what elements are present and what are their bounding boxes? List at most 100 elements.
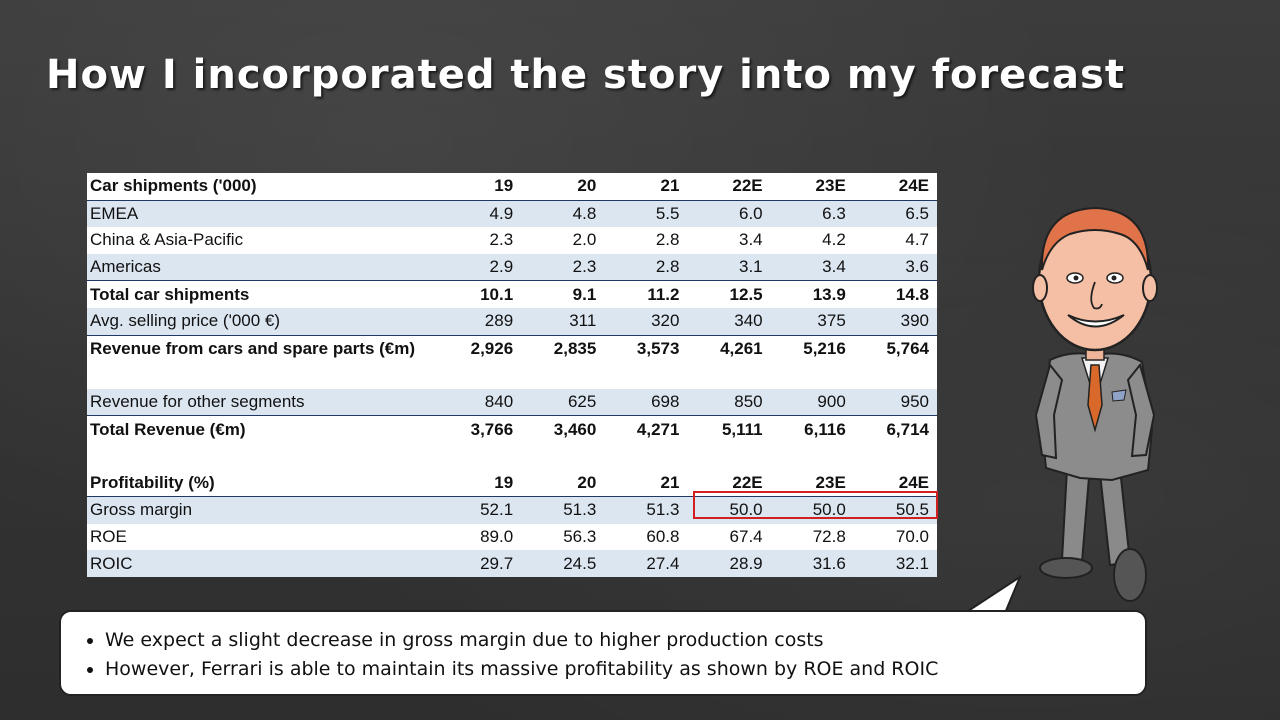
callout-pointer: [961, 575, 1022, 615]
cell: 11.2: [604, 280, 688, 308]
cell: 2.8: [604, 253, 688, 282]
row-label: ROE: [87, 523, 438, 551]
cell: 5.5: [604, 200, 688, 228]
cell: 31.6: [770, 550, 854, 577]
callout-bullet-list: We expect a slight decrease in gross mar…: [61, 626, 1145, 684]
cell: 51.3: [604, 496, 688, 524]
cell: 12.5: [687, 280, 771, 308]
table-spacer-row: [87, 362, 937, 389]
cell: 56.3: [521, 523, 605, 551]
cell: 28.9: [687, 550, 771, 577]
cell: 70.0: [853, 523, 937, 551]
table-row: Revenue for other segments 840 625 698 8…: [87, 388, 937, 417]
cell: 14.8: [853, 280, 937, 308]
header-year: 23E: [770, 173, 854, 201]
cell: 840: [438, 388, 522, 417]
table-spacer-row: [87, 442, 937, 470]
cell: 6.0: [687, 200, 771, 228]
cell: 850: [687, 388, 771, 417]
row-label: Total Revenue (€m): [87, 415, 438, 443]
cell: 625: [521, 388, 605, 417]
cell: 311: [521, 307, 605, 336]
cell: 50.5: [853, 496, 937, 524]
cell: 51.3: [521, 496, 605, 524]
cell: 4.2: [770, 227, 854, 254]
cell: 3,460: [521, 415, 605, 443]
cell: 950: [853, 388, 937, 417]
header-year: 19: [438, 173, 522, 201]
header-year: 24E: [853, 173, 937, 201]
cell: 390: [853, 307, 937, 336]
cell: 2.3: [521, 253, 605, 282]
table-row: EMEA 4.9 4.8 5.5 6.0 6.3 6.5: [87, 200, 937, 228]
cell: 4.7: [853, 227, 937, 254]
cell: 5,764: [853, 335, 937, 363]
cell: 32.1: [853, 550, 937, 577]
cell: 60.8: [604, 523, 688, 551]
cell: 375: [770, 307, 854, 336]
row-label: Gross margin: [87, 496, 438, 524]
cell: 2.3: [438, 227, 522, 254]
row-label: Total car shipments: [87, 280, 438, 308]
cell: 900: [770, 388, 854, 417]
cell: 340: [687, 307, 771, 336]
cell: 2,835: [521, 335, 605, 363]
forecast-table: Car shipments ('000) 19 20 21 22E 23E 24…: [87, 173, 937, 577]
cell: 27.4: [604, 550, 688, 577]
row-label: Revenue from cars and spare parts (€m): [87, 335, 438, 363]
cell: 13.9: [770, 280, 854, 308]
cell: 3.6: [853, 253, 937, 282]
gross-margin-highlight-box: [693, 491, 938, 519]
row-label: Americas: [87, 253, 438, 282]
table-row-total: Total Revenue (€m) 3,766 3,460 4,271 5,1…: [87, 415, 937, 443]
cell: 3,573: [604, 335, 688, 363]
row-label: ROIC: [87, 550, 438, 577]
header-label: Profitability (%): [87, 469, 438, 498]
cell: 89.0: [438, 523, 522, 551]
cell: 6.5: [853, 200, 937, 228]
cell: 4,271: [604, 415, 688, 443]
cell: 10.1: [438, 280, 522, 308]
callout-bullet: We expect a slight decrease in gross mar…: [105, 626, 1145, 655]
row-label: Avg. selling price ('000 €): [87, 307, 438, 336]
table-row-total: Revenue from cars and spare parts (€m) 2…: [87, 335, 937, 363]
row-label: EMEA: [87, 200, 438, 228]
cell: 3.4: [687, 227, 771, 254]
cell: 2.9: [438, 253, 522, 282]
row-label: Revenue for other segments: [87, 388, 438, 417]
table-header-row: Car shipments ('000) 19 20 21 22E 23E 24…: [87, 173, 937, 201]
table-row: Gross margin 52.1 51.3 51.3 50.0 50.0 50…: [87, 496, 937, 524]
spacer-cell: [87, 442, 937, 470]
cell: 50.0: [687, 496, 771, 524]
header-year: 21: [604, 173, 688, 201]
header-label: Car shipments ('000): [87, 173, 438, 201]
cell: 4,261: [687, 335, 771, 363]
cartoon-presenter-illustration: [1032, 206, 1158, 602]
header-year: 19: [438, 469, 522, 498]
cell: 3.4: [770, 253, 854, 282]
cell: 50.0: [770, 496, 854, 524]
table-row: Avg. selling price ('000 €) 289 311 320 …: [87, 307, 937, 336]
slide-title: How I incorporated the story into my for…: [46, 52, 1125, 98]
cell: 24.5: [521, 550, 605, 577]
cell: 4.9: [438, 200, 522, 228]
spacer-cell: [87, 362, 937, 389]
cell: 2,926: [438, 335, 522, 363]
table-row: Americas 2.9 2.3 2.8 3.1 3.4 3.6: [87, 253, 937, 282]
cell: 3,766: [438, 415, 522, 443]
callout-box: We expect a slight decrease in gross mar…: [59, 610, 1147, 696]
table-row: ROIC 29.7 24.5 27.4 28.9 31.6 32.1: [87, 550, 937, 577]
header-year: 21: [604, 469, 688, 498]
cell: 289: [438, 307, 522, 336]
header-year: 22E: [687, 173, 771, 201]
cell: 9.1: [521, 280, 605, 308]
cell: 320: [604, 307, 688, 336]
header-year: 20: [521, 173, 605, 201]
cell: 72.8: [770, 523, 854, 551]
cell: 4.8: [521, 200, 605, 228]
callout-bullet: However, Ferrari is able to maintain its…: [105, 655, 1145, 684]
table-row: ROE 89.0 56.3 60.8 67.4 72.8 70.0: [87, 523, 937, 551]
cell: 6,116: [770, 415, 854, 443]
cell: 6.3: [770, 200, 854, 228]
header-year: 20: [521, 469, 605, 498]
